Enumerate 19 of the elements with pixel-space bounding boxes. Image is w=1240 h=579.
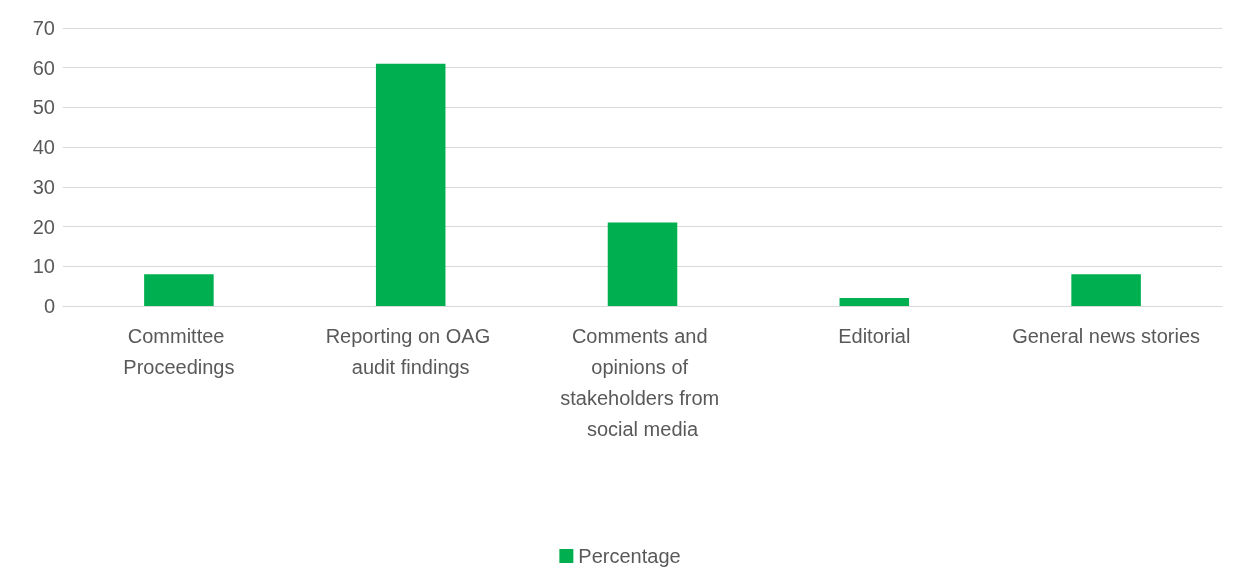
y-tick-label: 20 [32,215,55,238]
bar [144,274,214,306]
x-tick-label: General news stories [1012,324,1201,347]
legend-label: Percentage [578,545,681,567]
x-tick-label: Reporting on OAG audit findings [325,324,496,378]
y-tick-label: 70 [32,17,55,39]
x-tick-label: Editorial [838,324,911,347]
bar [839,298,910,306]
x-tick-label: Comments and opinions of stakeholders from social media [560,324,725,440]
y-tick-label: 60 [32,56,55,79]
y-tick-label: 0 [43,295,55,317]
y-tick-label: 30 [32,175,55,198]
y-tick-label: 10 [32,255,55,278]
bar [1071,274,1141,306]
bar [375,63,446,306]
bar [607,222,678,306]
y-tick-label: 40 [32,136,55,159]
y-tick-label: 50 [32,96,55,119]
x-tick-label: Committee Proceedings [123,324,235,378]
